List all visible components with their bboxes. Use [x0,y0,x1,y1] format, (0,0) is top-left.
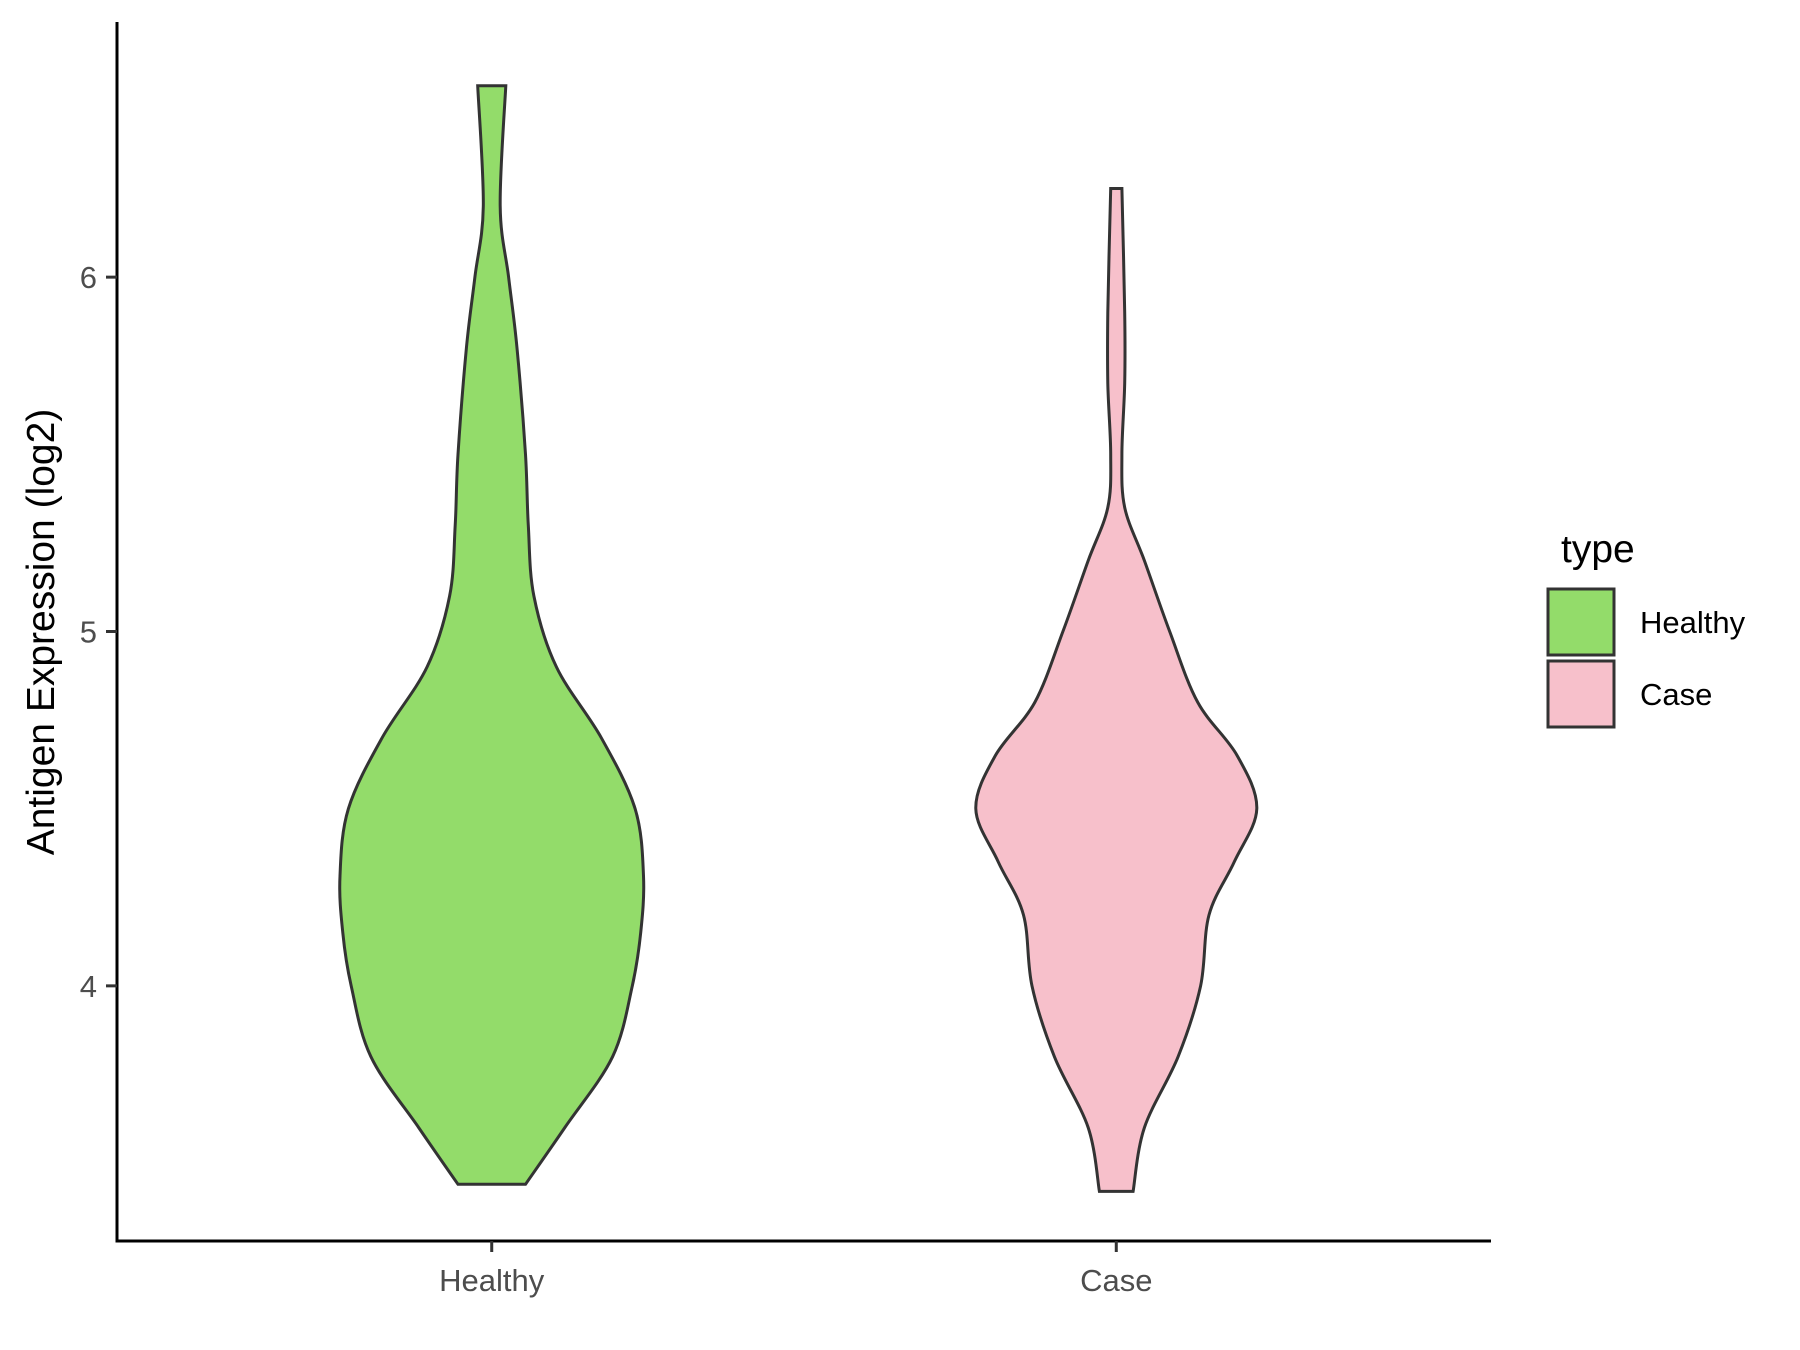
legend-label-healthy: Healthy [1640,605,1746,640]
legend-key-case [1546,659,1616,729]
violins-layer [338,84,1259,1193]
legend: type Healthy Case [1546,528,1746,729]
y-tick-label-5: 5 [80,615,97,650]
y-tick-label-6: 6 [80,260,97,295]
y-tick-label-4: 4 [80,969,97,1004]
x-tick-label-healthy: Healthy [439,1263,545,1298]
violin-case [974,187,1259,1193]
x-axis: Healthy Case [117,1239,1491,1298]
violin-healthy [338,84,646,1186]
y-axis-title: Antigen Expression (log2) [20,409,63,856]
x-tick-label-case: Case [1080,1263,1152,1298]
legend-label-case: Case [1640,677,1712,712]
legend-title: type [1561,528,1635,571]
legend-key-healthy [1546,587,1616,657]
y-axis: 4 5 6 [80,22,119,1243]
